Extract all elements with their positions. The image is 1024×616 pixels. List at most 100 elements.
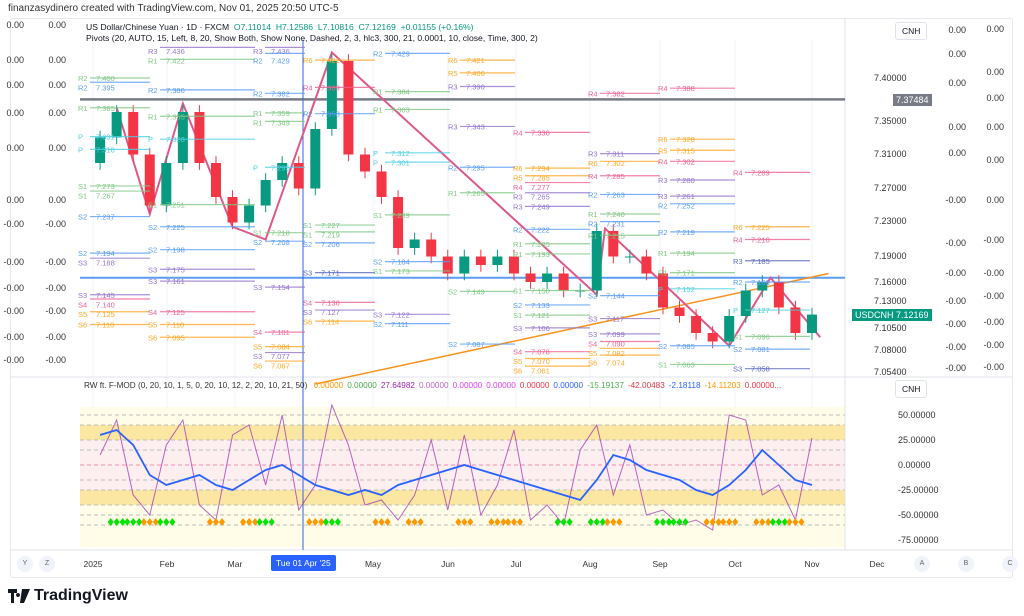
pivot-level-label: S2 <box>148 246 157 255</box>
signal-marker <box>113 518 120 526</box>
pivot-level-label: R2 <box>78 84 88 93</box>
pivot-level-value: 7.316 <box>96 145 115 154</box>
signal-marker <box>256 518 263 526</box>
pivot-level-value: 7.160 <box>751 278 770 287</box>
pivot-level-value: 7.336 <box>531 128 550 137</box>
pivot-level-value: 7.285 <box>606 172 625 181</box>
pivot-level-value: 7.074 <box>606 358 625 367</box>
pivot-level-label: R4 <box>658 84 668 93</box>
right-axis-label: -0.00 <box>945 195 966 205</box>
pivot-level-value: 7.171 <box>676 269 695 278</box>
pivot-level-value: 7.421 <box>321 56 340 65</box>
candle-body <box>343 61 354 155</box>
pivot-level-value: 7.188 <box>96 259 115 268</box>
pivot-level-label: R4 <box>303 83 313 92</box>
left-axis-label: 0.00 <box>48 55 66 65</box>
pivot-level-value: 7.349 <box>271 118 290 127</box>
signal-marker <box>268 518 275 526</box>
scale-button-c[interactable]: C <box>1002 556 1018 572</box>
pivot-level-label: S6 <box>78 321 87 330</box>
pivot-level-value: 7.343 <box>466 122 485 131</box>
indicator-legend[interactable]: RW ft. F-MOD (0, 20, 10, 1, 5, 0, 20, 10… <box>84 381 789 391</box>
indicator-axis-label: 0.00000 <box>898 460 931 470</box>
pivot-level-label: R5 <box>513 174 523 183</box>
pivot-level-label: R3 <box>448 83 458 92</box>
pivot-level-value: 7.198 <box>166 246 185 255</box>
signal-marker <box>488 518 495 526</box>
pivot-level-value: 7.301 <box>391 158 410 167</box>
signal-marker <box>405 518 412 526</box>
pivot-level-value: 7.090 <box>606 339 625 348</box>
pivot-level-value: 7.067 <box>271 362 290 371</box>
pivot-level-value: 7.389 <box>321 83 340 92</box>
right-axis-label: 0.00 <box>986 195 1004 205</box>
pivot-level-value: 7.078 <box>531 348 550 357</box>
pivot-level-value: 7.429 <box>391 49 410 58</box>
pivot-level-value: 7.261 <box>676 192 695 201</box>
candle-body <box>177 112 188 163</box>
indicator-value: -15.19137 <box>587 381 624 390</box>
pivot-level-label: S1 <box>658 360 667 369</box>
pivots-indicator-legend[interactable]: Pivots (20, AUTO, 15, Left, 8, 20, Show … <box>86 33 538 43</box>
pivot-level-value: 7.087 <box>466 340 485 349</box>
pivot-level-value: 7.280 <box>676 176 695 185</box>
low-value: L7.10816 <box>317 22 354 32</box>
pivot-level-label: R4 <box>513 128 523 137</box>
pivot-level-value: 7.084 <box>271 343 290 352</box>
candle-body <box>260 180 271 206</box>
pivot-level-value: 7.312 <box>391 149 410 158</box>
pivot-level-value: 7.386 <box>166 86 185 95</box>
pivot-level-label: R1 <box>148 112 158 121</box>
pivot-level-value: 7.328 <box>676 135 695 144</box>
candle-body <box>724 316 735 342</box>
pivot-level-value: 7.215 <box>606 231 625 240</box>
currency-label[interactable]: CNH <box>895 22 928 40</box>
signal-marker <box>720 518 727 526</box>
time-axis-label: Feb <box>159 559 175 569</box>
pivot-level-value: 7.171 <box>321 269 340 278</box>
signal-marker <box>775 518 782 526</box>
candle-body <box>608 231 619 257</box>
pivot-level-label: S3 <box>253 352 262 361</box>
symbol-legend[interactable]: US Dollar/Chinese Yuan · 1D · FXCM O7.11… <box>86 22 474 32</box>
tradingview-logo[interactable]: TradingView <box>8 587 128 605</box>
pivot-level-label: R1 <box>253 118 263 127</box>
pivot-level-label: R1 <box>448 189 458 198</box>
pivot-level-value: 7.133 <box>531 301 550 310</box>
pivot-level-label: S5 <box>588 349 597 358</box>
right-axis-label: -0.00 <box>983 340 1004 350</box>
scale-button-a[interactable]: A <box>914 556 930 572</box>
pivot-level-label: R2 <box>658 228 668 237</box>
oversold-band <box>80 490 845 505</box>
pivot-level-value: 7.058 <box>751 365 770 374</box>
pivot-level-value: 7.421 <box>466 56 485 65</box>
signal-marker <box>659 518 666 526</box>
signal-marker <box>252 518 259 526</box>
indicator-currency-label[interactable]: CNH <box>895 380 928 398</box>
scale-button-b[interactable]: B <box>958 556 974 572</box>
indicator-value: -14.11203 <box>704 381 741 390</box>
pivot-level-label: S6 <box>513 367 522 376</box>
candle-body <box>376 171 387 197</box>
pivot-level-label: R4 <box>588 89 598 98</box>
pivot-level-label: R2 <box>733 278 743 287</box>
pivot-level-value: 7.267 <box>96 191 115 200</box>
pivot-level-label: S3 <box>733 365 742 374</box>
candle-body <box>591 231 602 291</box>
range-button-z[interactable]: Z <box>39 556 55 572</box>
pivot-level-label: S3 <box>588 330 597 339</box>
pivot-level-value: 7.219 <box>321 231 340 240</box>
candle-body <box>757 282 768 291</box>
signal-marker <box>384 518 391 526</box>
range-button-y[interactable]: Y <box>17 556 33 572</box>
time-axis-label: May <box>364 559 382 569</box>
signal-marker <box>328 518 335 526</box>
pivot-level-label: S1 <box>148 201 157 210</box>
pivot-level-label: S1 <box>253 229 262 238</box>
crosshair-date-label: Tue 01 Apr '25 <box>271 555 336 571</box>
pivot-level-label: S2 <box>148 223 157 232</box>
candle-body <box>310 129 321 189</box>
pivot-level-value: 7.382 <box>271 89 290 98</box>
pivot-level-value: 7.184 <box>391 258 410 267</box>
